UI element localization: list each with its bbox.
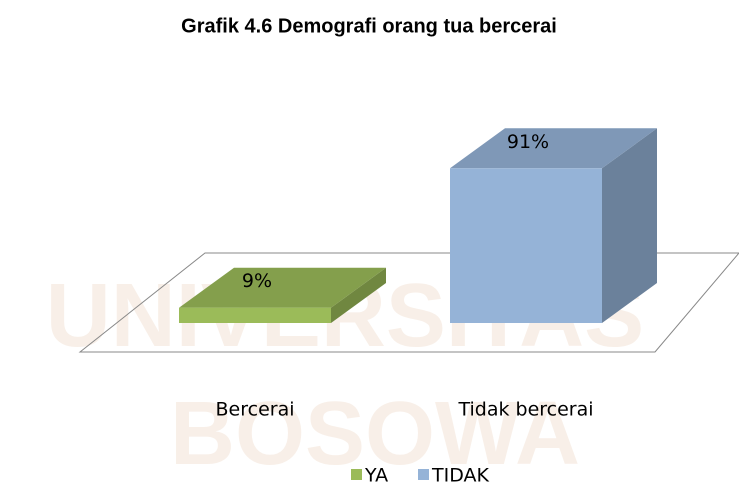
bar xyxy=(450,128,657,323)
x-tick-label: Tidak bercerai xyxy=(457,399,593,421)
data-label: 9% xyxy=(242,270,272,292)
legend-label: YA xyxy=(364,465,388,487)
legend-label: TIDAK xyxy=(431,465,490,487)
bar-front xyxy=(179,308,331,323)
legend-swatch xyxy=(418,469,429,480)
legend-swatch xyxy=(351,469,362,480)
bar-front xyxy=(450,168,602,323)
chart-title: Grafik 4.6 Demografi orang tua bercerai xyxy=(181,15,557,37)
x-tick-label: Bercerai xyxy=(216,399,295,421)
chart: UNIVERSITAS BOSOWA Grafik 4.6 Demografi … xyxy=(0,0,739,489)
data-label: 91% xyxy=(507,131,549,153)
